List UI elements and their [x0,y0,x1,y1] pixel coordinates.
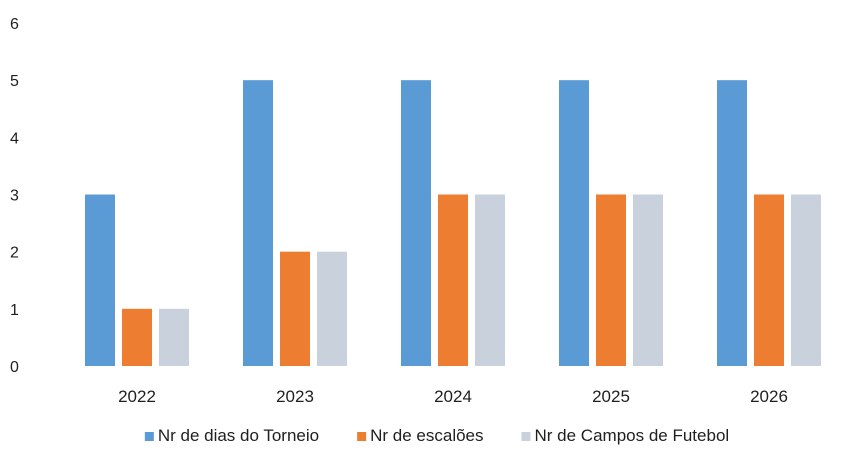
bar-2023-series-3 [317,251,347,366]
y-tick-label: 2 [10,245,19,262]
bar-2025-series-2 [596,194,626,366]
x-tick-label: 2024 [434,387,472,406]
bar-2022-series-3 [159,308,189,366]
y-tick-label: 4 [10,130,19,147]
legend-swatch [144,432,154,441]
x-tick-label: 2023 [276,387,314,406]
bar-2026-series-1 [717,80,747,367]
bar-2022-series-2 [122,308,152,366]
legend-label: Nr de dias do Torneio [158,426,319,445]
legend-swatch [357,432,367,441]
legend-item: Nr de Campos de Futebol [521,426,730,445]
bar-2026-series-3 [791,194,821,366]
y-tick-label: 3 [10,188,19,205]
y-tick-label: 0 [10,359,19,376]
x-tick-label: 2026 [750,387,788,406]
x-tick-label: 2025 [592,387,630,406]
bar-2024-series-2 [438,194,468,366]
bar-2023-series-1 [243,80,273,367]
legend-item: Nr de escalões [357,426,484,445]
bar-2025-series-3 [633,194,663,366]
bar-2024-series-3 [475,194,505,366]
x-tick-label: 2022 [118,387,156,406]
y-tick-label: 6 [10,16,19,33]
bar-2023-series-2 [280,251,310,366]
y-tick-label: 5 [10,73,19,90]
legend-swatch [521,432,531,441]
bar-2025-series-1 [559,80,589,367]
bar-2026-series-2 [754,194,784,366]
legend-label: Nr de Campos de Futebol [535,426,730,445]
legend-label: Nr de escalões [370,426,483,445]
bar-2022-series-1 [85,194,115,366]
legend-item: Nr de dias do Torneio [144,426,319,445]
y-tick-label: 1 [10,302,19,319]
bar-2024-series-1 [401,80,431,367]
